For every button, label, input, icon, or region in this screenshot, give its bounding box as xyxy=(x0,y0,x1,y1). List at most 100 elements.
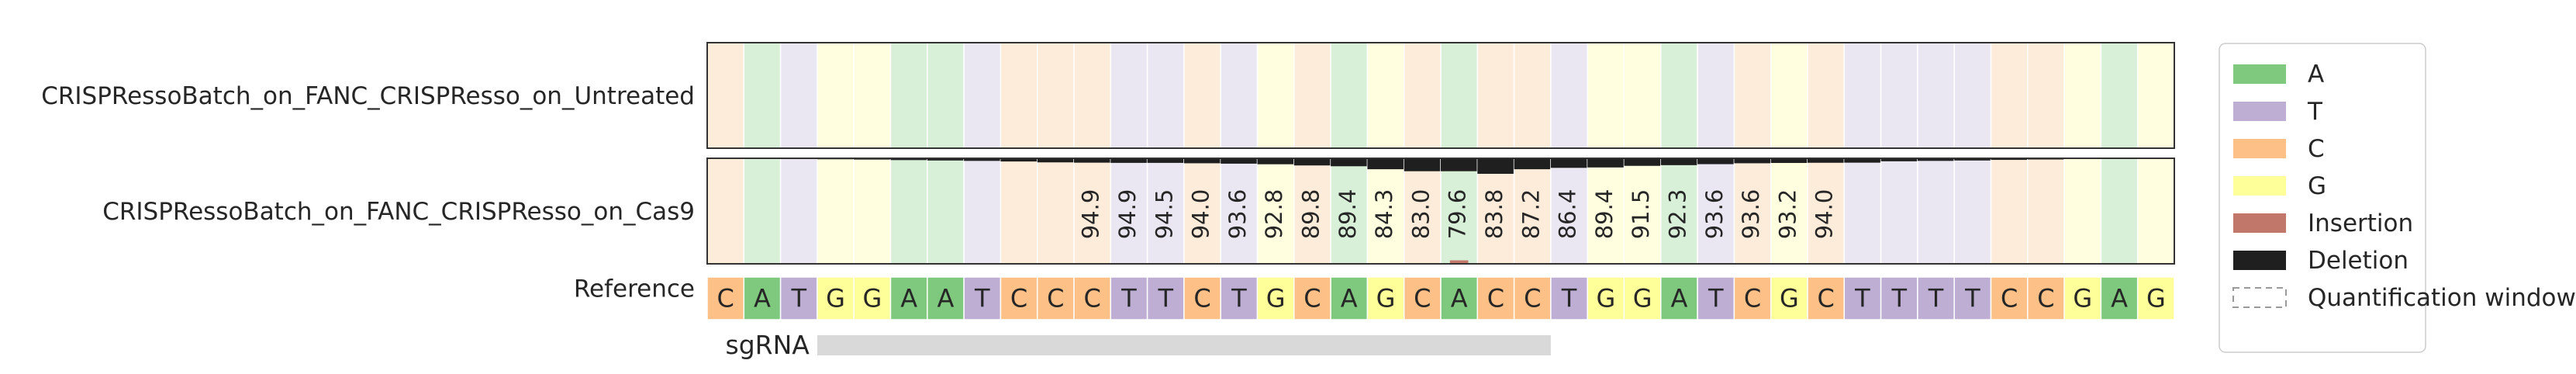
heatmap-cell xyxy=(1843,158,1882,265)
heatmap-cell xyxy=(1220,158,1259,265)
reference-base: G xyxy=(1376,284,1396,313)
reference-base: C xyxy=(1524,284,1541,313)
deletion-bar xyxy=(1587,158,1625,168)
reference-base: C xyxy=(2001,284,2018,313)
reference-base: A xyxy=(1451,284,1468,313)
deletion-bar xyxy=(1808,158,1845,163)
reference-cell xyxy=(1623,276,1662,320)
value-label: 83.0 xyxy=(1407,189,1434,240)
deletion-bar xyxy=(1147,158,1184,163)
reference-cell xyxy=(1660,276,1698,320)
reference-base: G xyxy=(1780,284,1799,313)
deletion-bar xyxy=(1293,158,1331,166)
value-label: 94.9 xyxy=(1078,189,1104,240)
deletion-bar xyxy=(1441,158,1478,171)
heatmap-cell xyxy=(1330,42,1369,149)
reference-cell xyxy=(1917,276,1955,320)
reference-cell xyxy=(2027,276,2065,320)
heatmap-cell xyxy=(706,42,745,149)
heatmap-cell xyxy=(1256,42,1295,149)
deletion-bar xyxy=(1367,158,1404,170)
reference-base: A xyxy=(2111,284,2128,313)
reference-base: G xyxy=(1266,284,1286,313)
heatmap-cell xyxy=(1953,42,1992,149)
deletion-bar xyxy=(1000,158,1038,162)
legend-label: Deletion xyxy=(2308,247,2409,275)
reference-base: T xyxy=(1561,284,1577,313)
reference-cell xyxy=(1476,276,1515,320)
value-label: 84.3 xyxy=(1371,189,1397,240)
reference-cell xyxy=(743,276,782,320)
panel-frame xyxy=(706,158,2175,265)
deletion-bar xyxy=(1183,158,1221,164)
deletion-bar xyxy=(1954,158,1991,161)
heatmap-cell xyxy=(1000,42,1038,149)
reference-base: C xyxy=(1744,284,1761,313)
heatmap-cell xyxy=(817,42,855,149)
reference-row: Reference C A T G G A A T C C C T T C T G C A G C A C C T G G A T C G C… xyxy=(574,275,2175,320)
heatmap-cell xyxy=(1000,158,1038,265)
heatmap-cell xyxy=(963,158,1002,265)
reference-base: A xyxy=(1341,284,1358,313)
reference-cell xyxy=(1513,276,1552,320)
heatmap-cell xyxy=(743,42,782,149)
reference-base: T xyxy=(1928,284,1944,313)
reference-cell xyxy=(2063,276,2102,320)
heatmap-cell xyxy=(1733,42,1772,149)
reference-label: Reference xyxy=(574,275,695,303)
legend-window-swatch xyxy=(2232,287,2287,308)
value-label: 87.2 xyxy=(1518,189,1544,240)
value-label: 89.4 xyxy=(1335,189,1361,240)
heatmap-cell xyxy=(1440,158,1479,265)
legend-label: Quantification window xyxy=(2308,284,2576,312)
reference-base: G xyxy=(1633,284,1652,313)
heatmap-cell xyxy=(1770,42,1808,149)
heatmap-cell xyxy=(779,158,818,265)
heatmap-cell xyxy=(2063,42,2102,149)
panel-frame xyxy=(706,42,2175,149)
value-label: 94.0 xyxy=(1811,189,1838,240)
reference-base: A xyxy=(1671,284,1688,313)
deletion-bar xyxy=(964,158,1001,161)
heatmap-cell xyxy=(1807,158,1846,265)
value-label: 93.2 xyxy=(1774,189,1801,240)
reference-cell xyxy=(706,276,745,320)
reference-base: G xyxy=(826,284,845,313)
reference-cell xyxy=(1733,276,1772,320)
reference-base: T xyxy=(1157,284,1173,313)
value-label: 93.6 xyxy=(1738,189,1764,240)
reference-base: T xyxy=(1964,284,1980,313)
value-label: 89.4 xyxy=(1591,189,1618,240)
deletion-bar xyxy=(1074,158,1111,163)
heatmap-cell xyxy=(2136,42,2175,149)
reference-base: A xyxy=(900,284,917,313)
deletion-bar xyxy=(1697,158,1735,164)
legend-label: C xyxy=(2308,135,2325,163)
reference-cell xyxy=(1036,276,1075,320)
heatmap-cell xyxy=(853,158,892,265)
legend-swatch-c xyxy=(2233,139,2286,158)
heatmap-cell xyxy=(1036,42,1075,149)
heatmap-cell xyxy=(2027,158,2065,265)
heatmap-cell xyxy=(1476,42,1515,149)
reference-cell xyxy=(889,276,928,320)
deletion-bar xyxy=(890,158,927,161)
heatmap-cell xyxy=(1623,158,1662,265)
reference-base: C xyxy=(1083,284,1100,313)
deletion-bar xyxy=(1624,158,1661,166)
heatmap-cell xyxy=(1623,42,1662,149)
reference-base: T xyxy=(974,284,990,313)
deletion-bar xyxy=(1734,158,1771,164)
heatmap-cell xyxy=(1587,158,1625,265)
reference-cell xyxy=(1330,276,1369,320)
legend-swatch-g xyxy=(2233,176,2286,196)
deletion-bar xyxy=(1550,158,1588,168)
reference-base: T xyxy=(1854,284,1870,313)
heatmap-cell xyxy=(1183,42,1221,149)
reference-cell xyxy=(1697,276,1735,320)
reference-base: C xyxy=(1193,284,1210,313)
reference-cell xyxy=(1880,276,1918,320)
heatmap-cell xyxy=(1770,158,1808,265)
